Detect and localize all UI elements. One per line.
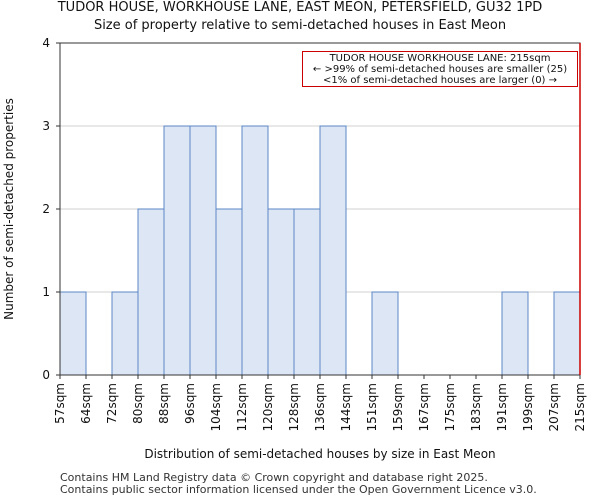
x-tick-label: 80sqm [131, 383, 145, 424]
x-tick-label: 167sqm [417, 383, 431, 431]
annotation-line-1: TUDOR HOUSE WORKHOUSE LANE: 215sqm [329, 53, 551, 64]
y-tick-label: 0 [42, 368, 50, 382]
footer-licence: Contains public sector information licen… [60, 483, 537, 496]
x-tick-label: 72sqm [105, 383, 119, 424]
x-tick-label: 120sqm [261, 383, 275, 431]
x-tick-label: 215sqm [573, 383, 587, 431]
histogram-bar [267, 208, 295, 376]
x-tick-label: 57sqm [53, 383, 67, 424]
histogram-bar [215, 208, 243, 376]
x-tick-label: 207sqm [547, 383, 561, 431]
x-tick-label: 128sqm [287, 383, 301, 431]
chart-subtitle: Size of property relative to semi-detach… [93, 18, 507, 33]
x-tick-label: 144sqm [339, 383, 353, 431]
x-tick-label: 175sqm [443, 383, 457, 431]
annotation-line-2: ← >99% of semi-detached houses are small… [312, 64, 568, 75]
histogram-bar [319, 125, 347, 376]
histogram-bar [553, 291, 581, 376]
x-tick-label: 112sqm [235, 383, 249, 431]
property-annotation-box: TUDOR HOUSE WORKHOUSE LANE: 215sqm ← >99… [302, 51, 578, 87]
x-tick-label: 191sqm [495, 383, 509, 431]
x-tick-label: 199sqm [521, 383, 535, 431]
histogram-bar [163, 125, 191, 376]
x-tick-label: 183sqm [469, 383, 483, 431]
y-axis-label: Number of semi-detached properties [2, 98, 16, 320]
y-tick-label: 1 [42, 285, 50, 299]
x-tick-label: 159sqm [391, 383, 405, 431]
histogram-bar [59, 291, 87, 376]
x-axis-label: Distribution of semi-detached houses by … [144, 447, 495, 461]
y-tick-label: 4 [42, 36, 50, 50]
histogram-bar [111, 291, 139, 376]
chart-title: TUDOR HOUSE, WORKHOUSE LANE, EAST MEON, … [57, 0, 543, 15]
x-tick-label: 88sqm [157, 383, 171, 424]
histogram-bar [371, 291, 399, 376]
histogram-chart: 0 1 2 3 4 57sqm 64sqm 72sqm 80sqm 88sqm 96sqm 104sq… [2, 36, 587, 461]
histogram-bar [501, 291, 529, 376]
x-tick-label: 64sqm [79, 383, 93, 424]
x-tick-label: 104sqm [209, 383, 223, 431]
y-tick-label: 3 [42, 119, 50, 133]
annotation-line-3: <1% of semi-detached houses are larger (… [322, 75, 558, 86]
histogram-bar [241, 125, 269, 376]
y-tick-label: 2 [42, 202, 50, 216]
x-tick-label: 96sqm [183, 383, 197, 424]
x-tick-label: 136sqm [313, 383, 327, 431]
histogram-bar [293, 208, 321, 376]
histogram-bar [189, 125, 217, 376]
histogram-bar [137, 208, 165, 376]
footer-copyright: Contains HM Land Registry data © Crown c… [60, 471, 488, 484]
x-tick-label: 151sqm [365, 383, 379, 431]
